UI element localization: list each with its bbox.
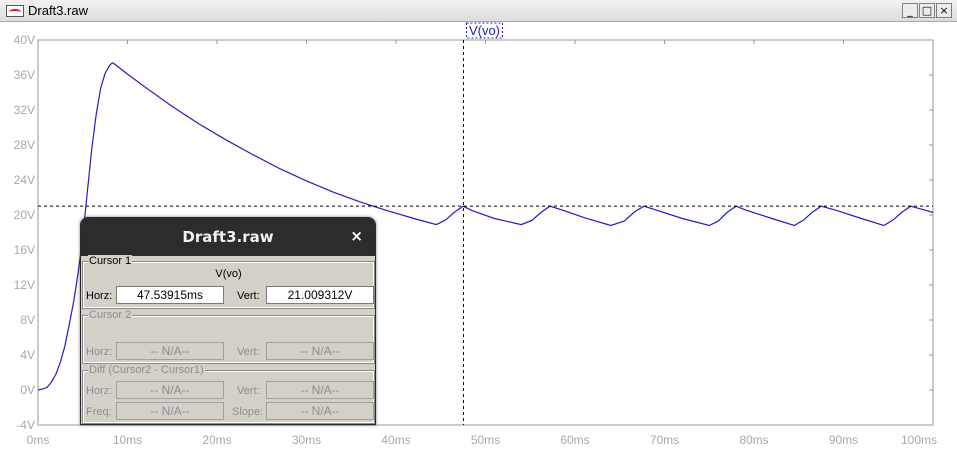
y-tick-label: 8V	[20, 313, 35, 327]
cursor2-vert-label: Vert:	[237, 346, 260, 358]
cursor2-group-label: Cursor 2	[88, 309, 133, 321]
x-tick-label: 10ms	[113, 433, 142, 447]
close-window-button[interactable]: ×	[936, 3, 952, 18]
minimize-button[interactable]: _	[902, 3, 918, 18]
window-titlebar: Draft3.raw _ □ ×	[0, 0, 957, 22]
x-tick-label: 20ms	[202, 433, 231, 447]
x-tick-label: 0ms	[27, 433, 50, 447]
y-tick-label: 28V	[14, 138, 35, 152]
diff-horz-label: Horz:	[86, 385, 113, 397]
y-axis: 40V 36V 32V 28V 24V 20V 16V 12V 8V 4V 0V -4V	[14, 33, 933, 432]
waveform-app-icon	[6, 5, 24, 17]
cursor1-vert-field[interactable]: 21.009312V	[266, 286, 374, 304]
trace-line-vvo[interactable]	[37, 62, 934, 391]
diff-horz-field: -- N/A--	[116, 381, 224, 399]
y-tick-label: 20V	[14, 208, 35, 222]
maximize-button[interactable]: □	[919, 3, 935, 18]
x-tick-label: 70ms	[650, 433, 679, 447]
x-tick-label: 50ms	[471, 433, 500, 447]
trace-label-box	[465, 22, 503, 39]
y-tick-label: 16V	[14, 243, 35, 257]
cursor-dialog: Draft3.raw × Cursor 1 V(vo) Horz: 47.539…	[80, 217, 376, 425]
cursor1-horz-label: Horz:	[86, 290, 113, 302]
x-tick-label: 30ms	[292, 433, 321, 447]
x-axis: 0ms 10ms 20ms 30ms 40ms 50ms 60ms 70ms 80ms 90ms 1…	[27, 40, 937, 447]
cursor1-horz-field[interactable]: 47.53915ms	[116, 286, 224, 304]
y-tick-label: 36V	[14, 68, 35, 82]
dialog-header[interactable]: Draft3.raw ×	[81, 218, 375, 256]
trace-label[interactable]: V(vo)	[469, 23, 500, 38]
dialog-close-button[interactable]: ×	[350, 227, 363, 245]
x-tick-label: 100ms	[901, 433, 937, 447]
x-tick-label: 40ms	[381, 433, 410, 447]
y-tick-label: -4V	[16, 418, 35, 432]
y-tick-label: 0V	[20, 383, 35, 397]
y-tick-label: 12V	[14, 278, 35, 292]
y-tick-label: 24V	[14, 173, 35, 187]
diff-vert-label: Vert:	[237, 385, 260, 397]
window-title: Draft3.raw	[28, 3, 88, 18]
cursor2-horz-label: Horz:	[86, 346, 113, 358]
x-tick-label: 60ms	[560, 433, 589, 447]
dialog-title: Draft3.raw	[182, 228, 274, 246]
cursor2-horz-field: -- N/A--	[116, 342, 224, 360]
diff-group-label: Diff (Cursor2 - Cursor1)	[88, 364, 205, 376]
cursor1-vert-label: Vert:	[237, 290, 260, 302]
x-tick-label: 90ms	[829, 433, 858, 447]
diff-freq-field: -- N/A--	[116, 402, 224, 420]
diff-vert-field: -- N/A--	[266, 381, 374, 399]
diff-group: Diff (Cursor2 - Cursor1) Horz: -- N/A-- …	[82, 364, 375, 424]
diff-slope-label: Slope:	[232, 406, 264, 418]
diff-slope-field: -- N/A--	[266, 402, 374, 420]
y-tick-label: 32V	[14, 103, 35, 117]
x-tick-label: 80ms	[739, 433, 768, 447]
cursor1-group: Cursor 1 V(vo) Horz: 47.53915ms Vert: 21…	[82, 255, 375, 309]
cursor2-group: Cursor 2 Horz: -- N/A-- Vert: -- N/A--	[82, 309, 375, 364]
cursor2-vert-field: -- N/A--	[266, 342, 374, 360]
y-tick-label: 40V	[14, 33, 35, 47]
y-tick-label: 4V	[20, 348, 35, 362]
cursor1-group-label: Cursor 1	[88, 255, 133, 267]
cursor1-trace-name: V(vo)	[215, 268, 242, 280]
diff-freq-label: Freq:	[86, 406, 112, 418]
